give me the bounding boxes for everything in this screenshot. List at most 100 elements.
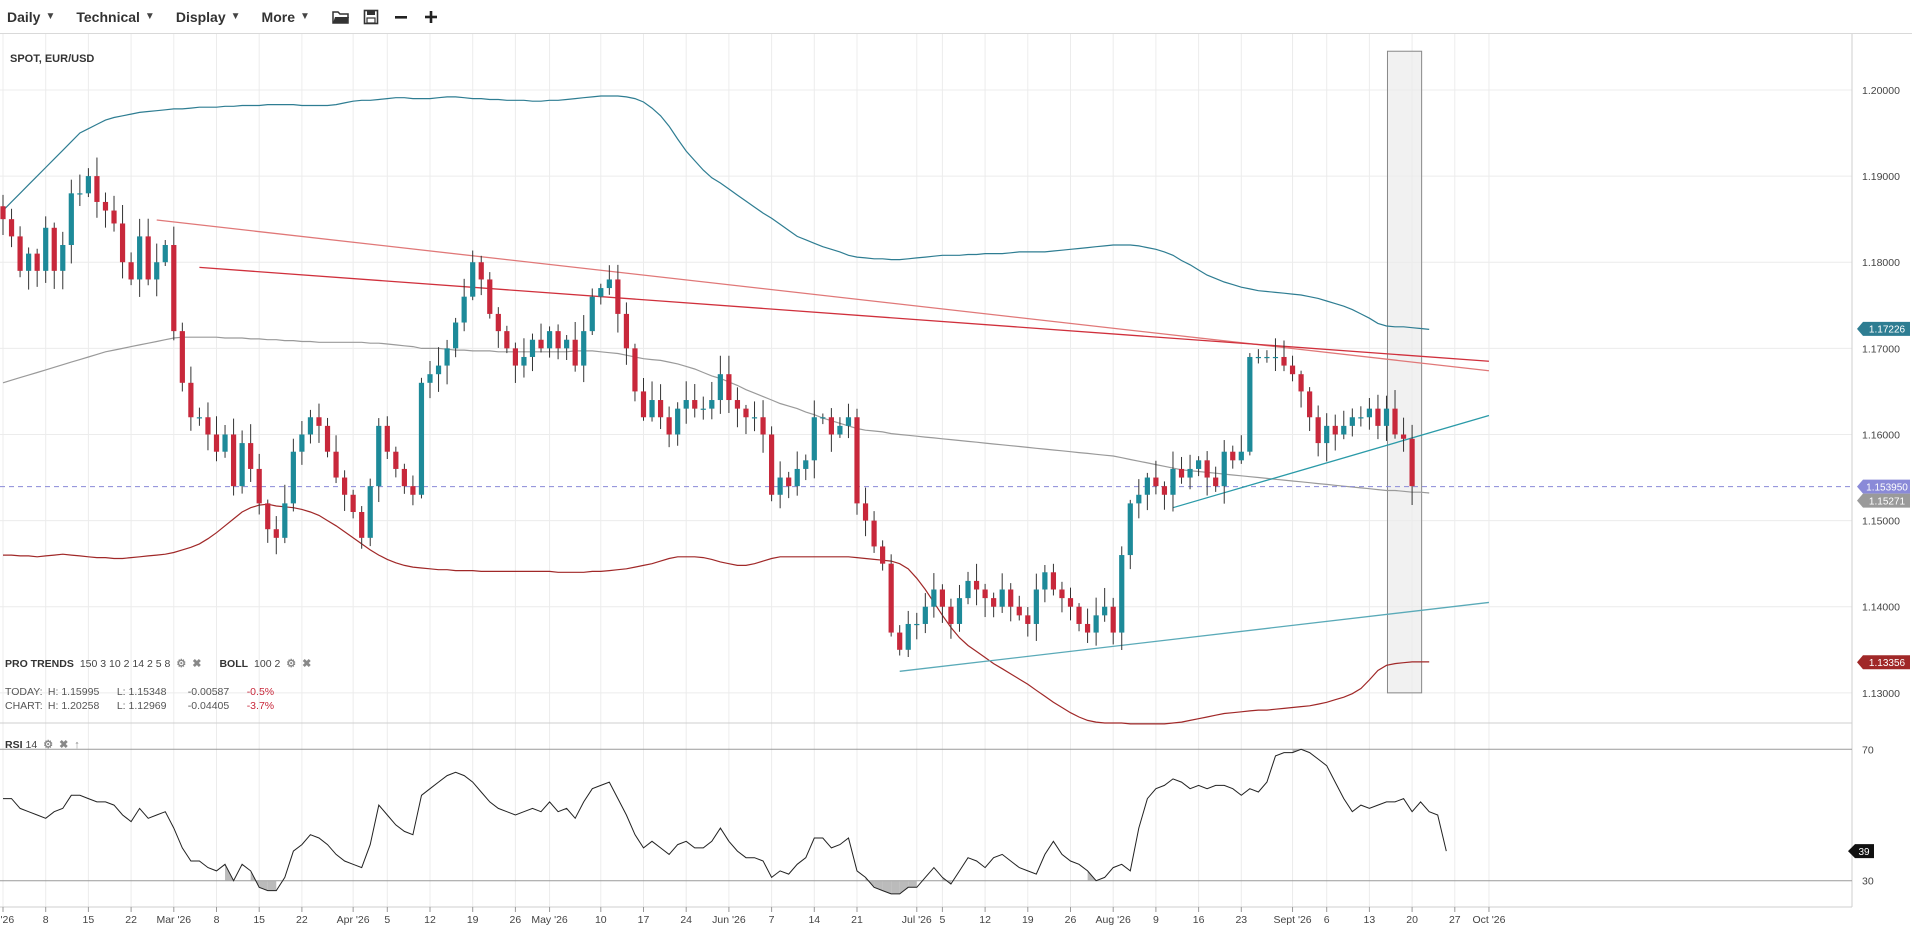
candle-body [546, 331, 553, 349]
candle-down [410, 475, 416, 506]
candle-body [162, 245, 168, 263]
x-tick-label: 16 [1193, 914, 1205, 926]
candle-down [897, 625, 903, 656]
x-tick-label: 15 [83, 914, 95, 926]
boll-upper-line [2, 95, 1430, 330]
price-chart[interactable]: 1.20000 1.19000 1.18000 1.17000 1.16000 1.150… [0, 34, 1912, 943]
candle-body [1238, 451, 1244, 461]
technical-label: Technical [76, 8, 140, 25]
candle-body [828, 417, 834, 435]
candle-down [1153, 460, 1159, 495]
candle-body [922, 606, 928, 624]
close-icon[interactable]: ✖ [192, 658, 202, 670]
candle-body [495, 313, 501, 332]
boll-name: BOLL [219, 657, 249, 670]
candle-up [453, 317, 459, 358]
candle-body [77, 193, 83, 195]
candle-body [888, 563, 894, 633]
candle-down [1332, 414, 1338, 451]
technical-menu[interactable]: Technical ▼ [76, 9, 154, 25]
candle-up [1119, 546, 1125, 650]
candle-down [632, 343, 638, 402]
candle-up [154, 243, 160, 297]
candle-body [333, 451, 339, 478]
candle-up [1264, 350, 1270, 363]
candle-down [359, 506, 365, 549]
candle-body [205, 417, 211, 435]
candle-up [1196, 456, 1202, 477]
candle-up [137, 218, 143, 297]
close-icon[interactable]: ✖ [59, 739, 69, 751]
candle-down [692, 384, 698, 418]
x-tick-label: 26 [1065, 914, 1077, 926]
more-menu[interactable]: More ▼ [262, 9, 310, 25]
candle-body [487, 279, 493, 314]
candle-body [94, 176, 100, 202]
candle-up [367, 478, 373, 547]
candle-down [213, 416, 220, 462]
candle-down [401, 463, 407, 494]
candle-down [188, 366, 194, 431]
candle-body [973, 580, 980, 590]
candle-body [145, 236, 151, 280]
candle-up [794, 451, 800, 496]
candle-down [171, 226, 177, 341]
x-tick-label: Jun '26 [712, 914, 746, 926]
rsi-indicator: RSI 14 ⚙ ✖ ↑ [5, 738, 80, 752]
gear-icon[interactable]: ⚙ [43, 739, 54, 751]
candle-down [119, 204, 126, 279]
x-tick-label: 8 [214, 914, 220, 926]
candle-body [8, 219, 15, 237]
today-stats: TODAY: H: 1.15995 L: 1.15348 -0.00587 -0… [5, 686, 274, 698]
rsi-tag: 39 [1848, 844, 1874, 859]
candle-down [734, 387, 741, 428]
interval-label: Daily [7, 8, 41, 25]
zoom-out-icon[interactable] [388, 4, 414, 30]
x-tick-label: Oct '26 [1472, 914, 1505, 926]
candle-up [1093, 597, 1099, 646]
candle-up [470, 250, 476, 301]
candle-down [854, 408, 860, 515]
gear-icon[interactable]: ⚙ [286, 658, 297, 670]
candle-body [470, 262, 476, 297]
candle-body [1230, 451, 1236, 461]
candle-down [128, 252, 134, 286]
price-tag-bg [1857, 493, 1910, 508]
candle-body [1324, 425, 1330, 444]
open-folder-icon[interactable] [328, 4, 354, 30]
candle-down [8, 208, 15, 248]
candle-body [367, 486, 373, 538]
candle-body [649, 400, 655, 418]
candle-down [743, 404, 749, 435]
candle-up [290, 438, 296, 512]
price-tag-bg [1857, 655, 1910, 670]
candle-up [589, 288, 595, 336]
candle-down [1067, 587, 1074, 621]
axes: 1.20000 1.19000 1.18000 1.17000 1.16000 1.150… [0, 85, 1900, 926]
interval-menu[interactable]: Daily ▼ [7, 9, 55, 25]
rsi-name: RSI [5, 738, 23, 751]
candle-up [1042, 564, 1048, 603]
candle-up [811, 400, 817, 479]
candle-body [1067, 598, 1074, 607]
candle-down [623, 302, 630, 365]
arrow-up-icon[interactable]: ↑ [74, 738, 80, 751]
chevron-down-icon: ▼ [45, 11, 56, 22]
zoom-in-icon[interactable] [418, 4, 444, 30]
candle-up [222, 424, 228, 458]
close-icon[interactable]: ✖ [302, 658, 312, 670]
candle-down [17, 226, 23, 278]
candle-down [948, 598, 954, 639]
candle-body [1358, 417, 1364, 419]
x-tick-label: 10 [595, 914, 607, 926]
candle-body [1161, 486, 1168, 495]
save-icon[interactable] [358, 4, 384, 30]
candle-down [487, 272, 493, 319]
candle-down [1392, 390, 1398, 439]
gear-icon[interactable]: ⚙ [176, 658, 187, 670]
candle-body [1204, 460, 1210, 478]
candle-up [1033, 573, 1039, 641]
candle-down [572, 321, 578, 372]
display-menu[interactable]: Display ▼ [176, 9, 241, 25]
x-tick-label: 24 [680, 914, 692, 926]
